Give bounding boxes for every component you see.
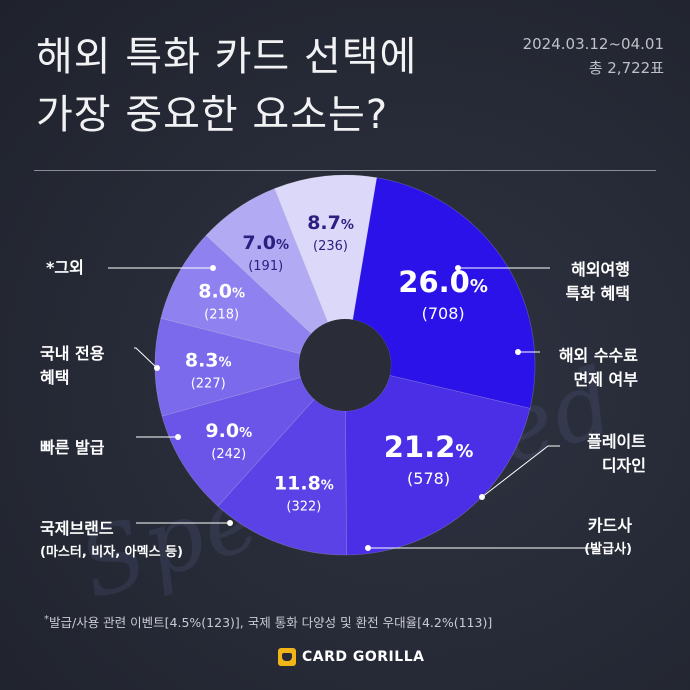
leader-line (481, 445, 560, 498)
footnote: *발급/사용 관련 이벤트[4.5%(123)], 국제 통화 다양성 및 환전… (44, 613, 493, 630)
leader-dot (175, 434, 181, 440)
slice-percent: 8.7% (307, 212, 354, 234)
leader-dot (210, 265, 216, 271)
leader-dot (479, 494, 485, 500)
slice-count: (322) (286, 499, 321, 514)
label-issuer: 카드사 (발급사) (584, 516, 632, 557)
gorilla-logo-icon (278, 648, 296, 666)
slice-percent: 21.2% (384, 430, 474, 464)
slice-count: (236) (313, 239, 348, 254)
label-brand: 국제브랜드 (마스터, 비자, 아멕스 등) (40, 519, 183, 560)
leader-dot (515, 349, 521, 355)
total-votes: 총 2,722표 (588, 59, 664, 77)
leader-dot (227, 520, 233, 526)
divider (34, 170, 656, 171)
slice-count: (708) (422, 304, 465, 323)
slice-count: (227) (191, 377, 226, 392)
slice-percent: 11.8% (274, 472, 334, 494)
survey-meta: 2024.03.12~04.01 총 2,722표 (523, 32, 664, 80)
label-travel: 해외여행 특화 혜택 (565, 260, 630, 303)
slice-count: (218) (204, 308, 239, 323)
date-range: 2024.03.12~04.01 (522, 35, 664, 53)
label-fast: 빠른 발급 (40, 438, 105, 457)
brand-logo: CARD GORILLA (278, 648, 424, 666)
slice-0 (352, 177, 536, 409)
donut-hole (299, 319, 391, 411)
leader-dot (154, 365, 160, 371)
slice-count: (191) (248, 259, 283, 274)
slice-percent: 9.0% (205, 420, 252, 442)
slice-percent: 8.0% (198, 281, 245, 303)
slice-percent: 8.3% (185, 350, 232, 372)
slice-count: (578) (407, 469, 450, 488)
label-other: *그외 (46, 258, 84, 277)
page-title: 해외 특화 카드 선택에 가장 중요한 요소는? (36, 34, 418, 138)
slice-percent: 7.0% (242, 232, 289, 254)
leader-dot (365, 545, 371, 551)
label-domestic: 국내 전용 혜택 (40, 344, 105, 387)
slice-count: (242) (211, 447, 246, 462)
slice-1 (345, 375, 531, 556)
label-plate: 플레이트 디자인 (587, 432, 646, 475)
leader-line (134, 347, 158, 369)
label-fee: 해외 수수료 면제 여부 (558, 346, 638, 389)
leader-dot (455, 265, 461, 271)
